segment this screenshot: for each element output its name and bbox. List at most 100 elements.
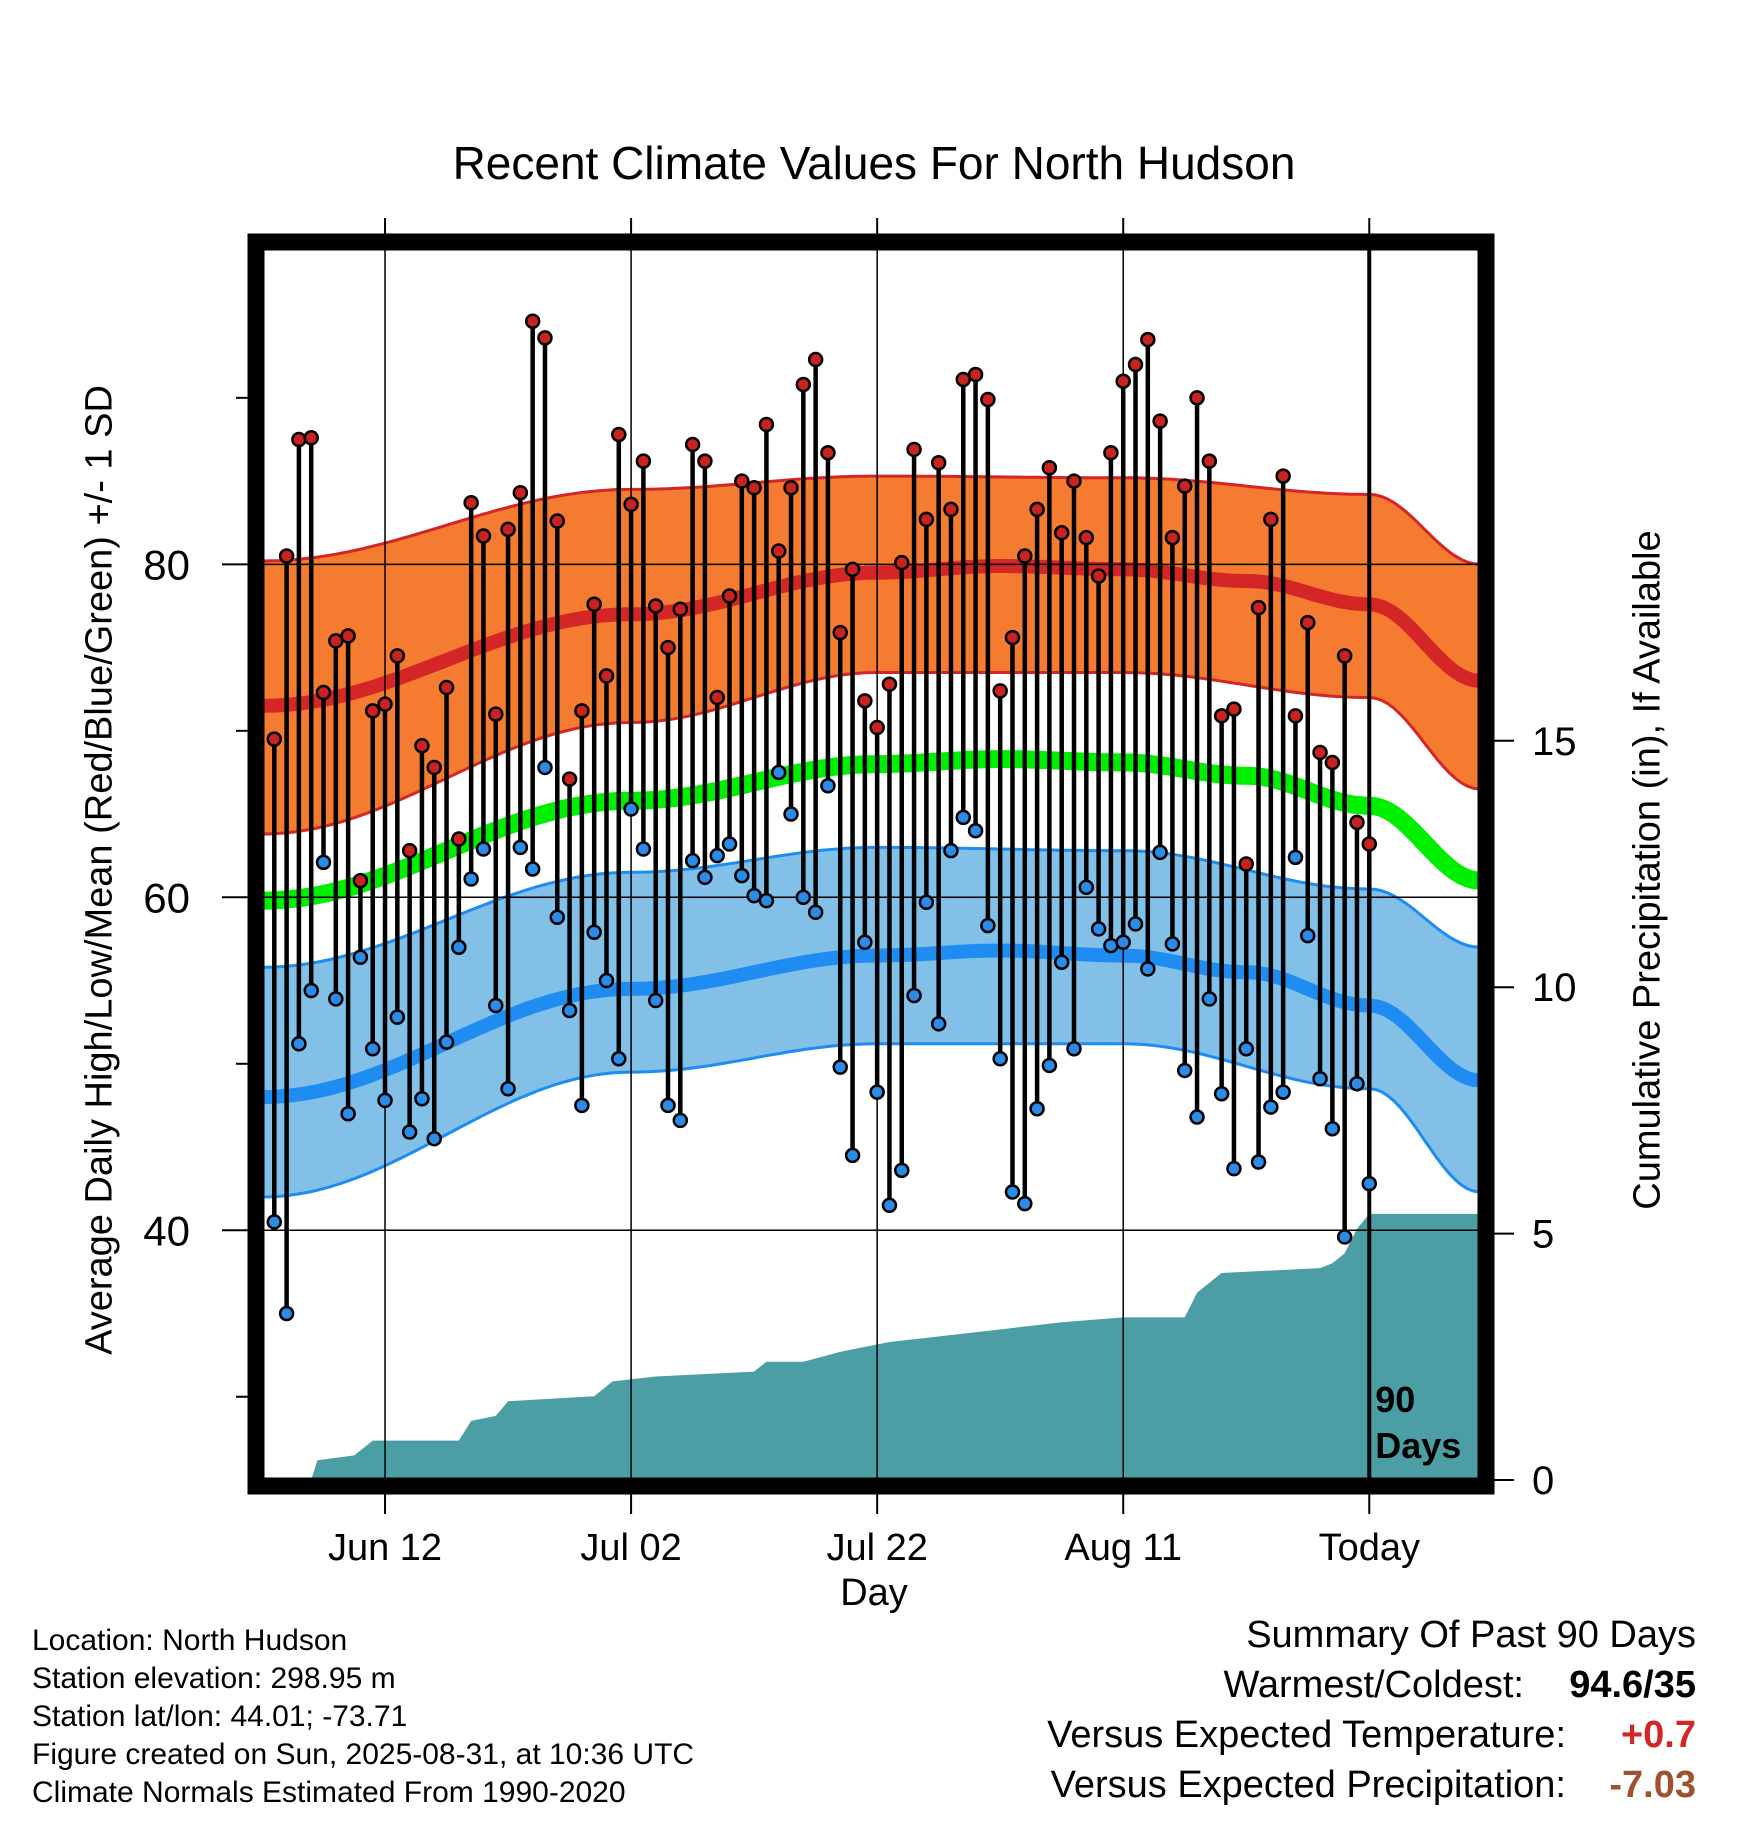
low-point — [549, 909, 566, 926]
precip-area — [311, 1213, 1481, 1480]
high-point — [635, 453, 652, 469]
high-point — [598, 668, 615, 684]
high-sd-band — [262, 476, 1480, 834]
low-point — [1115, 934, 1131, 950]
y-right-tick-label: 15 — [1532, 720, 1577, 764]
high-point — [1201, 453, 1218, 469]
y-left-tick-label: 80 — [143, 541, 190, 588]
low-point — [807, 904, 824, 921]
high-point — [709, 689, 725, 706]
low-point — [1140, 961, 1156, 977]
low-point — [684, 852, 701, 869]
low-point — [623, 801, 639, 817]
high-point — [488, 706, 504, 722]
high-point — [401, 842, 418, 859]
low-point — [894, 1162, 910, 1179]
low-point — [377, 1092, 393, 1109]
low-point — [315, 854, 332, 871]
low-point — [1164, 936, 1181, 952]
low-point — [1127, 916, 1144, 932]
x-tick-label: Jul 22 — [826, 1527, 927, 1569]
low-point — [451, 939, 467, 955]
low-point — [1017, 1195, 1033, 1212]
normal-bands — [261, 474, 1481, 1199]
high-point — [291, 431, 307, 448]
high-point — [463, 494, 479, 511]
low-point — [647, 992, 664, 1009]
high-point — [967, 366, 984, 383]
low-point — [475, 841, 492, 857]
high-point — [266, 731, 283, 747]
low-point — [1263, 1099, 1279, 1115]
low-point — [1090, 921, 1107, 937]
low-point — [1324, 1120, 1341, 1137]
low-point — [758, 892, 775, 909]
low-point — [586, 924, 602, 941]
high-point — [684, 436, 701, 453]
high-point — [1041, 460, 1058, 476]
high-point — [1287, 708, 1304, 724]
low-point — [930, 1016, 947, 1032]
low-point — [266, 1214, 283, 1230]
high-point — [1176, 478, 1193, 494]
low-point — [1349, 1076, 1365, 1092]
high-point — [1312, 744, 1328, 761]
high-point — [561, 771, 578, 787]
low-point — [488, 997, 504, 1014]
high-point — [426, 759, 442, 776]
low-point — [1066, 1041, 1082, 1057]
low-point — [414, 1090, 430, 1107]
low-point — [844, 1147, 861, 1164]
high-point — [549, 513, 566, 529]
high-point — [352, 872, 369, 889]
high-point — [943, 501, 959, 518]
low-point — [980, 917, 996, 934]
low-point — [734, 867, 750, 884]
low-point — [500, 1081, 516, 1097]
low-point — [598, 972, 615, 989]
low-point — [561, 1002, 578, 1019]
info-location: Location: North Hudson — [32, 1624, 348, 1657]
high-point — [746, 479, 762, 496]
low-sd-lower-edge — [261, 1042, 1481, 1199]
high-point — [1361, 836, 1378, 852]
high-point — [1004, 629, 1021, 646]
high-point — [340, 628, 356, 644]
low-point — [721, 836, 738, 852]
high-point — [623, 496, 639, 513]
high-point — [1090, 568, 1107, 584]
high-point — [807, 351, 824, 368]
high-point — [1324, 754, 1341, 771]
high-point — [586, 596, 602, 613]
high-point — [475, 528, 492, 544]
high-point — [672, 601, 689, 618]
daily-dots — [266, 313, 1378, 1322]
high-sd-lower-edge — [262, 671, 1481, 836]
low-point — [869, 1084, 885, 1100]
high-point — [894, 554, 910, 571]
low-point — [857, 934, 873, 950]
high-point — [992, 683, 1008, 699]
info-normals: Climate Normals Estimated From 1990-2020 — [32, 1776, 626, 1809]
low-point — [1213, 1086, 1230, 1102]
low-point — [328, 991, 344, 1007]
summary-warm-cold-value: 94.6/35 — [1569, 1664, 1696, 1706]
high-point — [770, 543, 787, 559]
y-axis-left-label: Average Daily High/Low/Mean (Red/Blue/Gr… — [78, 385, 121, 1355]
x-axis-label: Day — [840, 1572, 908, 1614]
low-point — [401, 1124, 418, 1140]
low-point — [352, 949, 369, 965]
high-point — [303, 430, 319, 446]
marker-label-line: Days — [1375, 1425, 1461, 1466]
high-point — [1127, 356, 1144, 373]
high-point — [451, 831, 467, 847]
high-point — [980, 391, 996, 408]
high-point — [930, 455, 947, 471]
low-point — [832, 1059, 848, 1075]
frame-border — [247, 233, 1495, 1495]
summary-warm-cold-label: Warmest/Coldest: — [1223, 1664, 1524, 1706]
low-point — [574, 1097, 590, 1114]
high-point — [512, 484, 529, 501]
axis-ticks: Jun 12 Jul 02 Jul 22 Aug 11 Today 40 60 80 0 5 10 1… — [143, 218, 1577, 1569]
